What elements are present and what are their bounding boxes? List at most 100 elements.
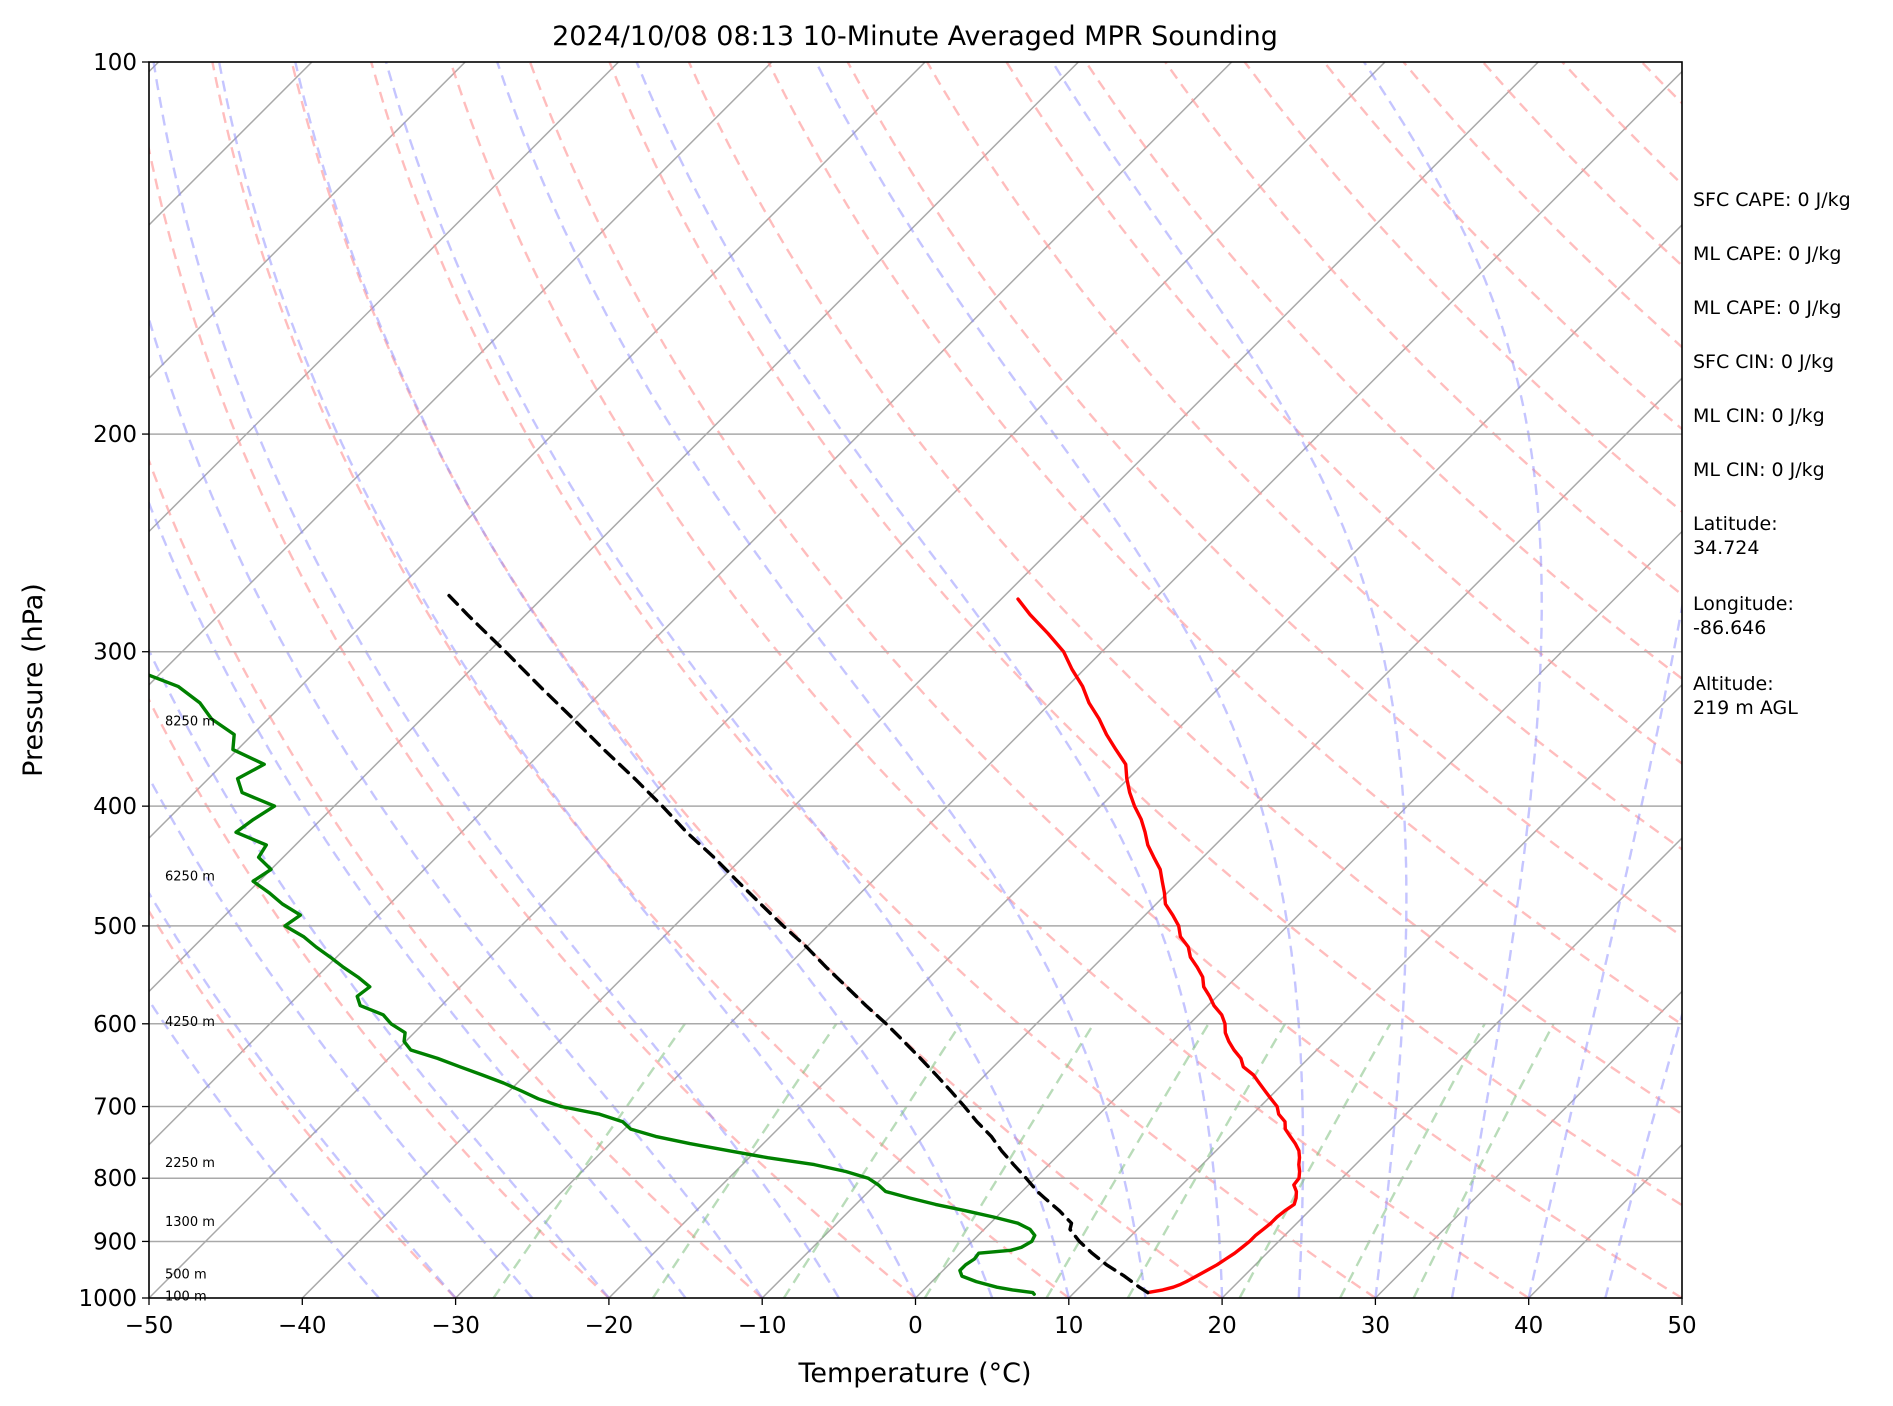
- ml-cape-stat: ML CAPE: 0 J/kg: [1693, 243, 1842, 265]
- moist-adiabat: [149, 775, 534, 1298]
- dry-adiabat: [1323, 62, 1682, 431]
- isotherm: [149, 62, 926, 840]
- latitude-value: 34.724: [1693, 537, 1760, 559]
- mixing-ratio-line: [1412, 1023, 1555, 1298]
- x-axis-label: Temperature (°C): [797, 1358, 1031, 1389]
- dry-adiabat: [449, 62, 1530, 1298]
- isotherm: [1221, 837, 1682, 1298]
- sfc-cape-stat: SFC CAPE: 0 J/kg: [1693, 189, 1851, 211]
- mixing-ratio-line: [923, 1023, 1095, 1298]
- pressure-gridlines: [149, 433, 1682, 1243]
- isotherm: [1068, 683, 1682, 1298]
- moist-adiabat: [635, 62, 1224, 1298]
- mixing-ratio-line: [1339, 1023, 1486, 1298]
- ml-cin-stat-2: ML CIN: 0 J/kg: [1693, 459, 1825, 481]
- x-tick-label: −20: [585, 1313, 634, 1339]
- dry-adiabat: [211, 62, 1070, 1298]
- sounding-traces: [149, 593, 1302, 1296]
- height-label: 1300 m: [165, 1215, 215, 1230]
- ml-cin-stat: ML CIN: 0 J/kg: [1693, 405, 1825, 427]
- height-label: 8250 m: [165, 714, 215, 729]
- x-tick-label: 50: [1667, 1313, 1696, 1339]
- x-tick-label: −10: [738, 1313, 787, 1339]
- plot-frame: [148, 61, 1683, 1299]
- isotherm: [149, 62, 1386, 1298]
- dry-adiabat: [149, 697, 610, 1298]
- height-label: 4250 m: [165, 1015, 215, 1030]
- x-tick-label: 30: [1361, 1313, 1390, 1339]
- isotherm: [914, 530, 1682, 1298]
- y-tick-label: 700: [93, 1095, 137, 1121]
- longitude-block: Longitude: -86.646: [1693, 592, 1893, 672]
- dry-adiabat: [290, 62, 1223, 1298]
- height-labels: 100 m 500 m 1300 m 2250 m 4250 m 6250 m 8250 m: [165, 714, 215, 1304]
- y-axis-ticks: 1000 900 800 700 600 500 400 300 200 100: [78, 50, 149, 1312]
- isotherm: [0, 62, 5, 1298]
- x-tick-label: 20: [1207, 1313, 1236, 1339]
- dewpoint-trace: [149, 673, 1037, 1296]
- latitude-label: Latitude:: [1693, 513, 1778, 535]
- moist-adiabat: [149, 314, 764, 1298]
- dry-adiabat: [370, 62, 1377, 1298]
- isotherm: [149, 62, 1079, 993]
- height-label: 2250 m: [165, 1156, 215, 1171]
- height-label: 6250 m: [165, 869, 215, 884]
- y-tick-label: 100: [93, 50, 137, 76]
- dry-adiabat: [149, 143, 917, 1298]
- x-tick-label: 0: [908, 1313, 923, 1339]
- y-tick-label: 600: [93, 1012, 137, 1038]
- y-tick-label: 900: [93, 1229, 137, 1255]
- y-tick-label: 400: [93, 794, 137, 820]
- moist-adiabat: [149, 890, 457, 1298]
- isotherm: [149, 62, 466, 380]
- isotherm: [301, 62, 1539, 1298]
- altitude-value: 219 m AGL: [1693, 697, 1798, 719]
- dry-adiabat: [1243, 62, 1682, 514]
- sfc-cin-stat: SFC CIN: 0 J/kg: [1693, 351, 1835, 373]
- dry-adiabat: [608, 62, 1682, 1207]
- moist-adiabat: [384, 62, 1070, 1298]
- ml-cape-stat-2: ML CAPE: 0 J/kg: [1693, 297, 1842, 319]
- dry-adiabat: [149, 909, 457, 1298]
- height-label: 500 m: [165, 1267, 207, 1282]
- y-axis-label: Pressure (hPa): [18, 583, 49, 777]
- moist-adiabat: [149, 499, 687, 1298]
- y-tick-label: 800: [93, 1166, 137, 1192]
- x-tick-label: 10: [1054, 1313, 1083, 1339]
- dry-adiabat: [149, 457, 763, 1298]
- latitude-block: Latitude: 34.724: [1693, 512, 1893, 592]
- moist-adiabat: [814, 62, 1305, 1298]
- x-tick-label: −30: [431, 1313, 480, 1339]
- isotherm: [761, 377, 1682, 1298]
- dry-adiabat: [687, 62, 1682, 1116]
- x-tick-label: −40: [278, 1313, 327, 1339]
- mixing-ratio-line: [1238, 1023, 1392, 1298]
- dry-adiabat: [1005, 62, 1682, 765]
- dry-adiabat: [528, 62, 1682, 1298]
- moist-adiabat: [149, 998, 380, 1298]
- dry-adiabat: [1084, 62, 1682, 681]
- mixing-ratio-line: [782, 1023, 962, 1298]
- parcel-path-trace: [447, 593, 1150, 1295]
- mixing-ratio-line: [651, 1023, 838, 1298]
- moist-adiabat: [1527, 600, 1682, 1298]
- isotherm: [608, 223, 1682, 1298]
- longitude-label: Longitude:: [1693, 593, 1794, 615]
- mixing-ratio-line: [492, 1023, 686, 1298]
- isotherm: [149, 62, 1233, 1146]
- isotherm: [455, 70, 1682, 1298]
- moist-adiabat: [152, 62, 840, 1298]
- dry-adiabat: [767, 62, 1682, 1026]
- altitude-block: Altitude: 219 m AGL: [1693, 672, 1893, 752]
- reference-lines: [0, 62, 1682, 1298]
- sounding-parameters-panel: SFC CAPE: 0 J/kg ML CAPE: 0 J/kg ML CAPE…: [1693, 188, 1893, 752]
- y-tick-label: 1000: [78, 1286, 137, 1312]
- moist-adiabat: [496, 62, 1147, 1298]
- longitude-value: -86.646: [1693, 617, 1767, 639]
- temperature-trace: [1016, 597, 1302, 1295]
- x-axis-ticks: −50 −40 −30 −20 −10 0 10 20 30 40 50: [125, 1298, 1697, 1339]
- y-tick-label: 500: [93, 914, 137, 940]
- moist-adiabat: [149, 647, 610, 1298]
- moist-adiabat: [294, 62, 994, 1298]
